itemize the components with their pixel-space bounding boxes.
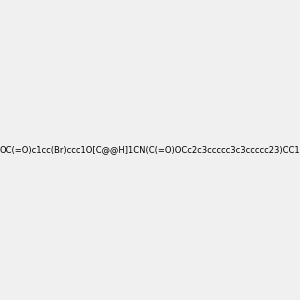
Text: OC(=O)c1cc(Br)ccc1O[C@@H]1CN(C(=O)OCc2c3ccccc3c3ccccc23)CC1: OC(=O)c1cc(Br)ccc1O[C@@H]1CN(C(=O)OCc2c3… (0, 146, 300, 154)
